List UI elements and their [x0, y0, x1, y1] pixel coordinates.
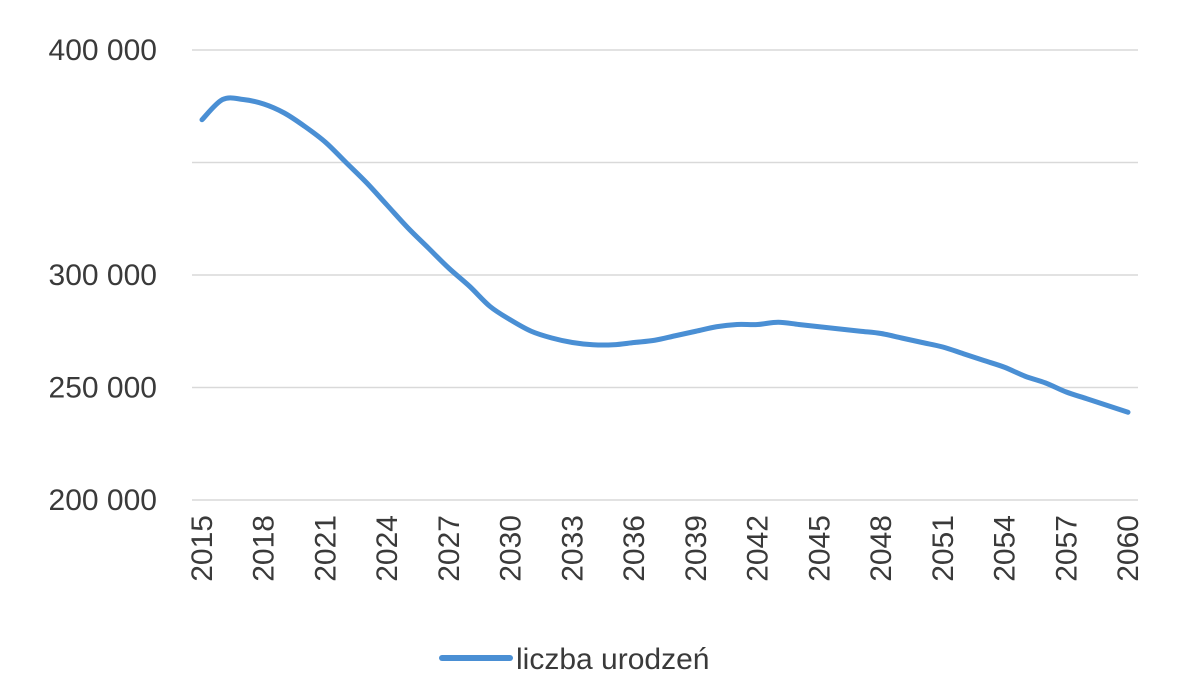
- x-tick-label: 2033: [556, 515, 589, 582]
- x-tick-label: 2036: [618, 515, 651, 582]
- x-tick-label: 2057: [1050, 515, 1083, 582]
- x-tick-label: 2060: [1112, 515, 1145, 582]
- legend: liczba urodzeń: [439, 643, 709, 676]
- x-tick-label: 2045: [803, 515, 836, 582]
- x-tick-label: 2027: [433, 515, 466, 582]
- y-axis-tick-labels: 400 000 300 000 250 000 200 000: [49, 34, 157, 517]
- series-line: [199, 95, 1131, 415]
- x-tick-label: 2021: [309, 515, 342, 582]
- y-tick-label: 200 000: [49, 484, 157, 517]
- legend-label: liczba urodzeń: [516, 643, 709, 676]
- y-tick-label: 300 000: [49, 259, 157, 292]
- y-tick-label: 400 000: [49, 34, 157, 67]
- x-tick-label: 2018: [248, 515, 281, 582]
- x-tick-label: 2042: [742, 515, 775, 582]
- gridlines: [192, 49, 1138, 501]
- x-tick-label: 2048: [865, 515, 898, 582]
- x-tick-label: 2024: [371, 515, 404, 582]
- y-tick-label: 250 000: [49, 372, 157, 405]
- x-tick-label: 2015: [186, 515, 219, 582]
- series-lines: [199, 95, 1131, 415]
- x-tick-label: 2054: [989, 515, 1022, 582]
- x-tick-label: 2051: [927, 515, 960, 582]
- x-tick-label: 2039: [680, 515, 713, 582]
- x-axis-tick-labels: 2015 2018 2021 2024 2027 2030 2033 2036 2039 2042…: [186, 515, 1145, 582]
- x-tick-label: 2030: [495, 515, 528, 582]
